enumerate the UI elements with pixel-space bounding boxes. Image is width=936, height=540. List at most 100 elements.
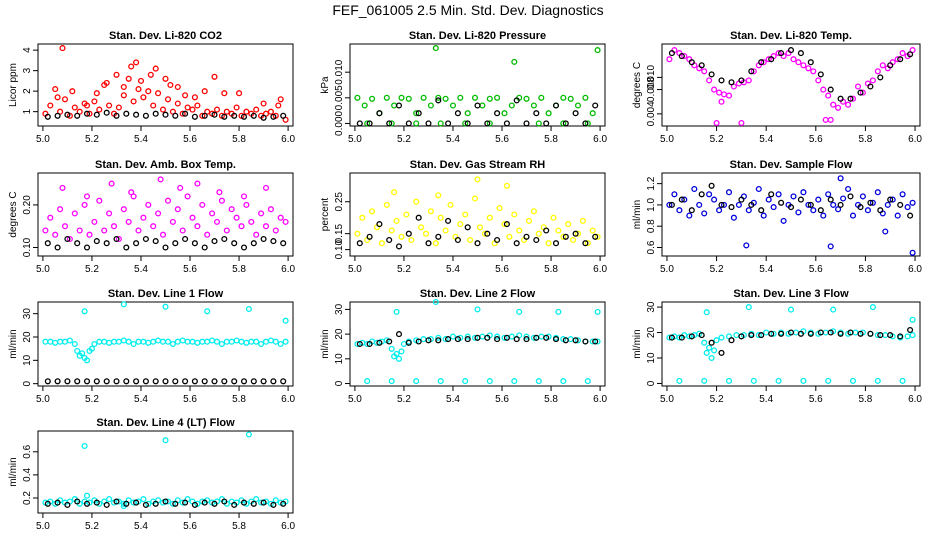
data-point: [277, 96, 284, 103]
data-point: [177, 184, 184, 191]
data-point: [874, 332, 881, 339]
data-point: [476, 224, 484, 231]
data-point: [405, 95, 412, 102]
x-tick-label: 6.0: [593, 134, 607, 145]
y-tick-label: 0.6: [646, 240, 657, 254]
data-point: [120, 301, 127, 308]
data-point: [59, 45, 66, 52]
data-point: [845, 101, 852, 108]
plot-frame: [349, 172, 606, 257]
data-point: [159, 231, 167, 238]
panel-title: Stan. Dev. Gas Stream RH: [410, 159, 546, 171]
series-black: [44, 498, 287, 508]
data-point: [364, 120, 371, 127]
y-tick-label: 30: [334, 303, 345, 315]
data-point: [275, 102, 282, 109]
data-point: [120, 337, 127, 344]
data-point: [152, 65, 159, 72]
y-tick-label: 0.010: [334, 59, 345, 84]
data-point: [179, 227, 186, 234]
data-point: [223, 338, 230, 345]
data-point: [204, 231, 211, 238]
y-axis-label: degrees C: [632, 62, 643, 108]
data-point: [184, 338, 191, 345]
data-point: [162, 303, 169, 310]
data-point: [708, 71, 715, 78]
data-point: [894, 56, 901, 63]
data-point: [420, 336, 427, 343]
data-point: [248, 338, 255, 345]
data-point: [471, 94, 479, 101]
data-point: [388, 345, 395, 352]
data-point: [66, 337, 73, 344]
figure-title: FEF_061005 2.5 Min. Std. Dev. Diagnostic…: [332, 2, 604, 18]
y-tick-label: 30: [22, 308, 33, 320]
data-point: [120, 83, 127, 91]
data-point: [391, 102, 398, 109]
data-point: [169, 218, 176, 225]
data-point: [800, 62, 807, 69]
data-point: [481, 230, 488, 237]
data-point: [770, 204, 777, 211]
data-point: [533, 334, 540, 341]
data-point: [395, 331, 403, 338]
data-point: [179, 110, 186, 117]
data-point: [584, 240, 591, 247]
data-point: [738, 77, 745, 84]
y-tick-label: 0.25: [334, 192, 345, 212]
data-point: [213, 338, 221, 345]
data-point: [155, 90, 162, 97]
data-point: [211, 73, 218, 80]
data-point: [432, 240, 439, 247]
data-point: [594, 338, 601, 345]
data-point: [282, 317, 289, 324]
data-point: [260, 114, 267, 121]
data-point: [221, 90, 228, 97]
x-tick-label: 5.4: [759, 134, 773, 145]
series-black: [668, 47, 914, 102]
data-point: [182, 110, 189, 117]
data-point: [231, 240, 238, 247]
data-point: [718, 98, 725, 105]
data-point: [738, 196, 745, 203]
data-point: [718, 334, 725, 341]
data-point: [267, 206, 274, 213]
data-point: [113, 378, 120, 385]
data-point: [191, 378, 198, 385]
y-tick-label: 0.005: [334, 85, 345, 110]
data-point: [174, 83, 181, 91]
x-tick-label: 5.6: [495, 134, 509, 145]
data-point: [83, 357, 91, 364]
data-point: [54, 94, 61, 101]
data-point: [93, 111, 100, 118]
data-point: [179, 337, 186, 344]
data-point: [106, 339, 113, 346]
data-point: [825, 377, 832, 384]
x-tick-label: 5.4: [134, 394, 148, 405]
data-point: [277, 214, 284, 221]
data-point: [123, 110, 130, 117]
data-point: [393, 308, 400, 315]
data-point: [209, 210, 216, 217]
data-point: [113, 235, 120, 243]
data-point: [199, 338, 206, 345]
data-point: [716, 89, 723, 96]
data-point: [830, 306, 837, 313]
y-axis-label: percent: [320, 198, 331, 232]
data-point: [150, 102, 157, 109]
plot-frame: [37, 43, 294, 127]
data-point: [115, 338, 122, 345]
panel-title: Stan. Dev. Li-820 Pressure: [409, 30, 546, 42]
data-point: [369, 95, 376, 102]
x-tick-label: 5.0: [348, 264, 362, 275]
data-point: [708, 339, 715, 346]
data-point: [270, 113, 277, 120]
data-point: [128, 189, 135, 196]
data-point: [172, 378, 179, 385]
data-point: [189, 106, 196, 113]
panel-title: Stan. Dev. Line 1 Flow: [108, 288, 224, 300]
data-point: [435, 337, 442, 344]
data-point: [562, 120, 569, 127]
data-point: [907, 212, 914, 219]
data-point: [535, 378, 542, 385]
